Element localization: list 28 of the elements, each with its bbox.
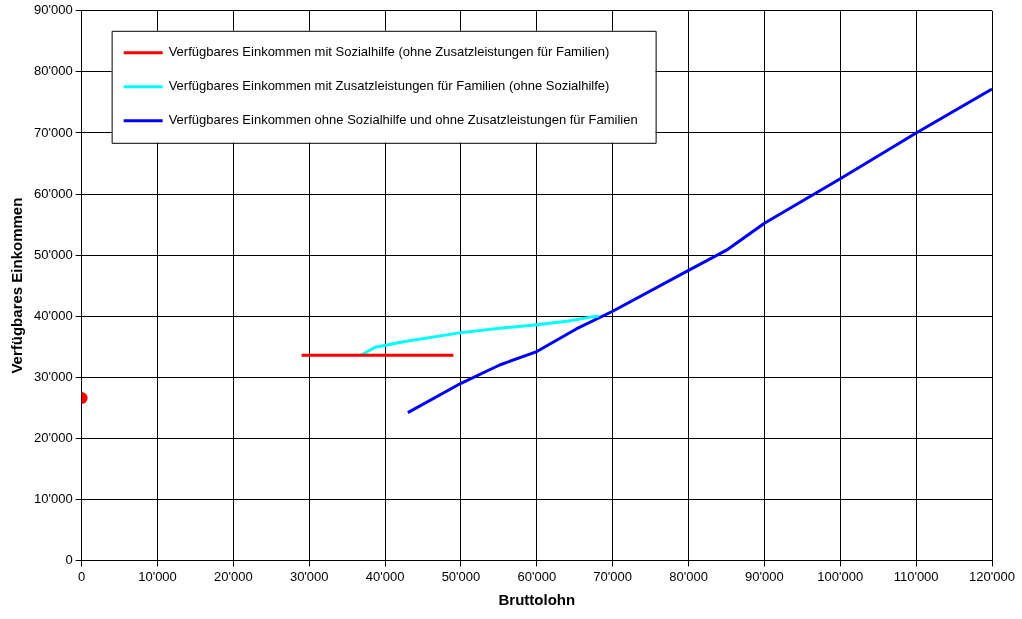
x-tick-label: 90'000	[745, 568, 784, 584]
x-tick-label: 30'000	[289, 568, 329, 584]
x-tick-label: 50'000	[441, 568, 481, 584]
x-tick-label: 100'000	[817, 568, 864, 584]
y-tick-label: 90'000	[33, 2, 73, 18]
y-tick-label: 10'000	[33, 490, 73, 506]
x-tick-label: 80'000	[669, 568, 708, 584]
y-tick-label: 70'000	[33, 124, 73, 140]
x-tick-label: 0	[78, 568, 86, 584]
y-tick-label: 60'000	[33, 185, 73, 201]
legend-label: Verfügbares Einkommen ohne Sozialhilfe und ohne Zusatzleistungen für Familien	[168, 112, 638, 128]
x-tick-label: 120'000	[969, 568, 1015, 584]
y-tick-label: 40'000	[33, 307, 73, 323]
y-tick-label: 0	[65, 551, 73, 567]
y-tick-label: 50'000	[33, 246, 73, 262]
x-tick-label: 110'000	[893, 568, 939, 584]
x-tick-label: 60'000	[517, 568, 557, 584]
x-tick-label: 70'000	[593, 568, 632, 584]
y-tick-label: 80'000	[33, 63, 73, 79]
x-tick-label: 10'000	[138, 568, 177, 584]
x-tick-label: 20'000	[214, 568, 253, 584]
y-tick-label: 30'000	[33, 368, 73, 384]
x-tick-label: 40'000	[365, 568, 405, 584]
legend-label: Verfügbares Einkommen mit Zusatzleistungen für Familien (ohne Sozialhilfe)	[168, 78, 610, 94]
x-axis-title: Bruttolohn	[498, 591, 576, 609]
y-tick-label: 20'000	[33, 429, 73, 445]
legend-label: Verfügbares Einkommen mit Sozialhilfe (ohne Zusatzleistungen für Familien)	[168, 44, 610, 60]
y-axis-title: Verfügbares Einkommen	[8, 197, 26, 374]
